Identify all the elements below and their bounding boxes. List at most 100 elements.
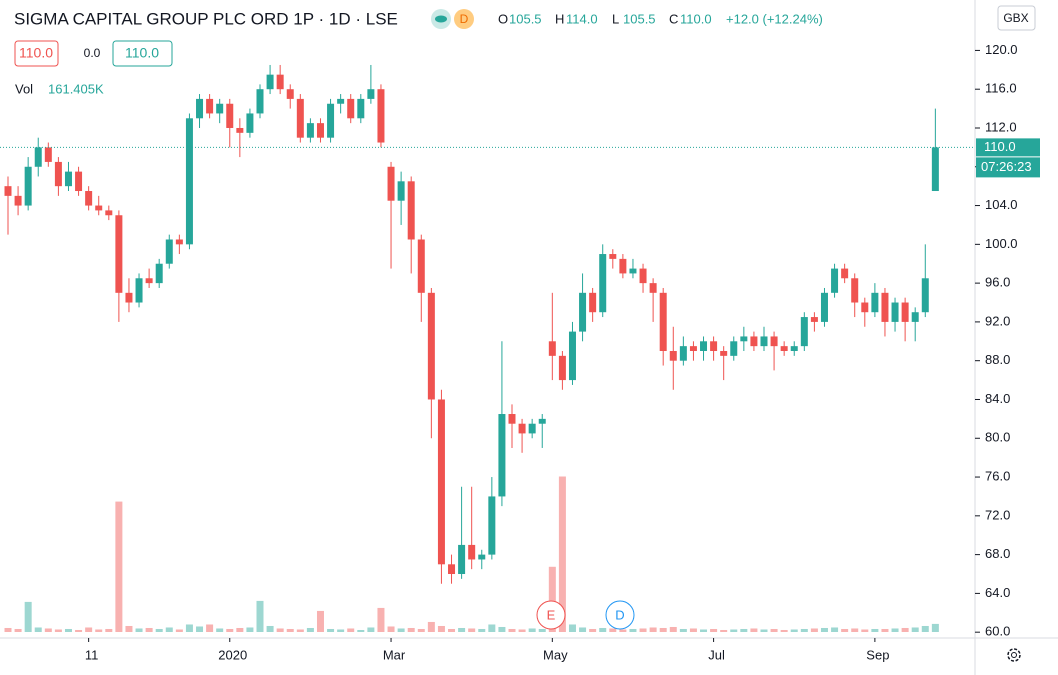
settings-icon[interactable] (1007, 648, 1021, 662)
volume-bar (458, 627, 466, 632)
volume-bar (710, 628, 718, 632)
candle-body (95, 205, 103, 211)
candle-body (377, 89, 385, 143)
y-tick-label: 72.0 (985, 507, 1010, 522)
candle-body (387, 166, 395, 201)
volume-bar (185, 624, 193, 632)
candle-body (881, 292, 889, 322)
volume-bar (931, 623, 939, 632)
quote-box[interactable] (112, 40, 173, 67)
candle-body (871, 292, 879, 313)
chart-title: SIGMA CAPITAL GROUP PLC ORD 1P · 1D · LS… (14, 9, 398, 28)
candle-body (649, 283, 657, 293)
volume-bar (54, 629, 62, 632)
candle-body (216, 103, 224, 114)
event-marker[interactable] (605, 600, 635, 630)
candle-body (891, 302, 899, 322)
volume-bar (206, 624, 214, 632)
volume-bar (196, 626, 204, 632)
ohlc-key: L (612, 11, 619, 26)
countdown: 07:26:23 (981, 159, 1032, 174)
candle-body (24, 166, 32, 206)
volume-bar (558, 476, 566, 632)
candle-body (367, 89, 375, 99)
volume-bar (478, 628, 486, 632)
volume-bar (488, 624, 496, 632)
candle-body (518, 423, 526, 434)
y-tick-label: 60.0 (985, 624, 1010, 639)
volume-bar (256, 600, 264, 632)
currency-box[interactable] (997, 5, 1036, 31)
volume-bar (327, 628, 335, 632)
candle-body (488, 496, 496, 555)
candle-body (599, 254, 607, 313)
candle-body (911, 312, 919, 322)
volume-bar (468, 628, 476, 632)
y-tick-label: 68.0 (985, 546, 1010, 561)
volume-bar (95, 629, 103, 632)
volume-bar (125, 625, 133, 632)
price-label: 110.0 (984, 139, 1016, 154)
candle-body (155, 263, 163, 284)
ohlc-value: 105.5 (623, 11, 656, 26)
volume-bar (135, 628, 143, 632)
candle-body (508, 414, 516, 424)
volume-bar (347, 628, 355, 632)
volume-bar (679, 628, 687, 632)
volume-bar (851, 628, 859, 632)
candle-body (810, 317, 818, 322)
volume-bar (226, 628, 234, 632)
volume-bar (337, 629, 345, 632)
badge[interactable] (454, 9, 474, 29)
candle-body (760, 336, 768, 347)
volume-bar (700, 629, 708, 632)
candle-body (296, 98, 304, 138)
y-tick-label: 84.0 (985, 391, 1010, 406)
candle-body (458, 544, 466, 575)
volume-bar (861, 629, 869, 632)
candle-body (468, 544, 476, 560)
ohlc-key: O (498, 11, 508, 26)
volume-bar (75, 629, 83, 632)
candle-body (831, 268, 839, 293)
y-tick-label: 80.0 (985, 430, 1010, 445)
volume-bar (720, 629, 728, 632)
candle-body (397, 181, 405, 201)
volume-bar (105, 628, 113, 632)
volume-bar (548, 566, 556, 632)
volume-bar (316, 610, 324, 632)
candle-body (841, 268, 849, 279)
countdown-box (976, 157, 1040, 178)
candle-body (256, 89, 264, 114)
volume-bar (306, 627, 314, 632)
volume-bar (750, 628, 758, 632)
candle-body (427, 292, 435, 400)
volume-bar (85, 627, 93, 632)
volume-bar (639, 628, 647, 632)
y-tick-label: 116.0 (985, 81, 1017, 96)
quote-box[interactable] (14, 40, 59, 67)
volume-bar (236, 627, 244, 632)
volume-bar (518, 629, 526, 632)
ohlc-value: 110.0 (680, 11, 712, 26)
volume-bar (760, 629, 768, 632)
candle-body (437, 399, 445, 565)
volume-bar (498, 626, 506, 632)
candle-body (921, 278, 929, 313)
event-marker[interactable] (536, 600, 566, 630)
candle-body (548, 341, 556, 356)
x-tick-label: May (543, 647, 568, 662)
candle-body (538, 418, 546, 424)
x-tick-label: 11 (85, 647, 99, 662)
candle-body (246, 113, 254, 133)
candle-body (901, 302, 909, 322)
candle-body (800, 317, 808, 347)
y-tick-label: 92.0 (985, 313, 1010, 328)
candle-body (64, 171, 72, 187)
candle-body (175, 239, 183, 245)
volume-bar (286, 628, 294, 632)
volume-bar (891, 628, 899, 632)
candle-body (206, 98, 214, 114)
candle-body (740, 336, 748, 342)
